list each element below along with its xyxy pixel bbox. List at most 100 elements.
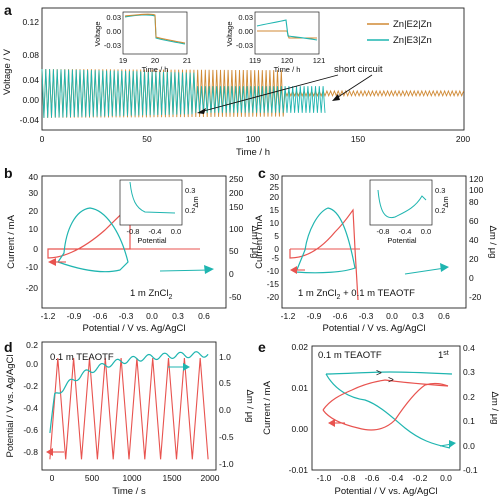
e-y2tick-5: 0.4 <box>463 343 475 353</box>
c-ytick-4: 0 <box>274 244 279 254</box>
d-red-arrowhead <box>46 448 53 456</box>
panel-d-y-ticks: -0.8 -0.6 -0.4 -0.2 0.0 0.2 <box>23 340 38 457</box>
d-xtick-3: 1500 <box>163 473 182 483</box>
d-xtick-0: 0 <box>50 473 55 483</box>
d-red-triangle-wave <box>49 357 209 460</box>
c-y2tick-0: -20 <box>469 292 482 302</box>
a-inset1-xlabel: Time / h <box>142 65 169 74</box>
panel-d: d 0.1 m TEAOTF 0 500 1000 1500 2000 -0.8… <box>4 339 255 497</box>
e-y2tick-0: -0.1 <box>463 465 478 475</box>
e-xtick-0: -1.0 <box>317 473 332 483</box>
panel-a: a 0 50 100 150 200 -0.04 0.00 0.04 0.08 … <box>2 2 470 158</box>
b-red-cv-curve <box>47 203 131 259</box>
e-ytick-1: 0.00 <box>291 424 308 434</box>
b-cyan-arrowhead <box>204 265 214 274</box>
d-ytick-1: -0.6 <box>23 425 38 435</box>
panel-b: b -0.8 -0.4 0.0 Potential 0.3 0.2 Δm 1 m… <box>4 165 260 334</box>
b-xtick-4: 0.0 <box>146 311 158 321</box>
b-xtick-1: -0.9 <box>67 311 82 321</box>
b-ytick-0: -20 <box>26 283 39 293</box>
a-inset2-xtick-1: 120 <box>281 56 294 65</box>
c-xtick-4: 0.0 <box>386 311 398 321</box>
b-ytick-4: 20 <box>29 206 39 216</box>
c-ytick-6: 10 <box>270 218 280 228</box>
b-annotation: 1 m ZnCl2 <box>130 288 173 301</box>
panel-d-letter: d <box>4 339 13 355</box>
c-inset-frame <box>369 179 433 226</box>
a-inset1-xtick-2: 21 <box>183 56 191 65</box>
e-cyan-upper <box>325 371 453 375</box>
b-red-arrowhead <box>48 258 56 266</box>
short-circuit-arrow-1 <box>199 74 339 113</box>
d-y2label: Δm / μg <box>244 390 255 423</box>
c-y2tick-3: 40 <box>469 235 479 245</box>
b-inset-ytick-1: 0.2 <box>185 206 195 215</box>
b-y2tick-1: 0 <box>229 269 234 279</box>
panel-e-letter: e <box>258 339 266 355</box>
c-y2tick-5: 80 <box>469 197 479 207</box>
panel-e-y-ticks: -0.01 0.00 0.01 0.02 <box>289 342 309 475</box>
d-ytick-0: -0.8 <box>23 447 38 457</box>
d-ytick-3: -0.2 <box>23 381 38 391</box>
c-inset-xlabel: Potential <box>387 236 417 245</box>
d-ylabel: Potential / V vs. Ag/AgCl <box>5 355 16 458</box>
c-inset-ytick-0: 0.3 <box>435 186 445 195</box>
a-xtick-1: 50 <box>142 134 152 144</box>
panel-c: c -0.8 -0.4 0.0 Potential 0.3 0.2 Δm 1 m… <box>254 165 498 334</box>
d-y2tick-1: -0.5 <box>219 432 234 442</box>
a-ytick-3: 0.08 <box>22 50 39 60</box>
b-xtick-0: -1.2 <box>41 311 56 321</box>
a-inset2-ytick-0: 0.03 <box>238 13 253 22</box>
a-inset1-xtick-0: 19 <box>119 56 127 65</box>
a-ytick-2: 0.04 <box>22 75 39 85</box>
b-inset-xtick-2: 0.0 <box>171 227 181 236</box>
b-ylabel: Current / mA <box>6 214 17 269</box>
a-inset1-ytick-2: -0.03 <box>104 41 121 50</box>
a-inset2-xtick-2: 121 <box>313 56 326 65</box>
d-xtick-4: 2000 <box>201 473 220 483</box>
b-xtick-3: -0.3 <box>119 311 134 321</box>
a-inset2-ytick-2: -0.03 <box>236 41 253 50</box>
c-red-cv-curve <box>289 208 359 301</box>
c-y2label: Δm / μg <box>487 226 498 259</box>
d-mass-path <box>49 351 209 434</box>
a-inset1-ylabel: Voltage <box>93 21 102 46</box>
d-cyan-mass-curve <box>49 351 209 434</box>
b-inset-curve <box>129 181 176 214</box>
e-arrow-mark-2: > <box>388 375 394 386</box>
d-ytick-2: -0.4 <box>23 403 38 413</box>
c-y2tick-7: 120 <box>469 174 483 184</box>
a-series-0 <box>41 68 465 118</box>
a-xtick-2: 100 <box>246 134 260 144</box>
b-y2tick-5: 200 <box>229 188 243 198</box>
c-inset-ylabel: Δm <box>441 196 450 207</box>
a-series-1 <box>41 68 326 118</box>
b-y2tick-6: 250 <box>229 174 243 184</box>
c-inset-xtick-0: -0.8 <box>377 227 390 236</box>
panel-a-oscillation-series <box>41 68 465 118</box>
a-xtick-4: 200 <box>456 134 470 144</box>
c-y2tick-4: 60 <box>469 216 479 226</box>
panel-e: e > > 0.1 m TEAOTF 1st -1.0 -0.8 -0.6 -0… <box>258 339 500 497</box>
short-circuit-arrowhead-2 <box>332 94 340 101</box>
c-cyan-mass-curve <box>295 207 356 274</box>
b-y2tick-4: 150 <box>229 202 243 212</box>
c-inset-xtick-2: 0.0 <box>421 227 431 236</box>
b-cyan-mass-curve <box>57 207 129 273</box>
panel-b-y-ticks: -20 -10 0 10 20 30 40 <box>26 172 39 293</box>
b-inset-frame <box>119 179 183 226</box>
b-inset-xlabel: Potential <box>137 236 167 245</box>
c-cyan-arrow-line <box>404 267 446 275</box>
d-y2tick-0: -1.0 <box>219 459 234 469</box>
b-inset-ylabel: Δm <box>191 196 200 207</box>
b-inset-xtick-1: -0.4 <box>149 227 162 236</box>
e-red-lower <box>322 382 449 431</box>
panel-a-x-ticks: 0 50 100 150 200 <box>40 134 471 144</box>
c-y2tick-2: 20 <box>469 254 479 264</box>
a-ytick-0: -0.04 <box>20 115 40 125</box>
panel-a-letter: a <box>4 2 12 18</box>
c-inset-xtick-1: -0.4 <box>399 227 412 236</box>
e-cyan-arrowhead <box>449 440 456 448</box>
c-ytick-8: 20 <box>270 192 280 202</box>
b-inset-xtick-0: -0.8 <box>127 227 140 236</box>
